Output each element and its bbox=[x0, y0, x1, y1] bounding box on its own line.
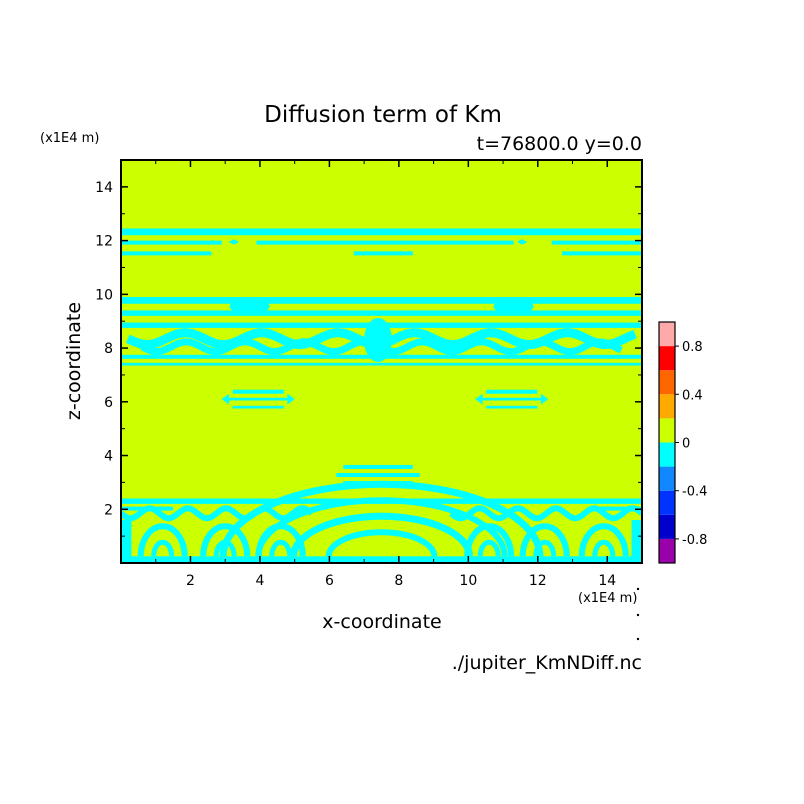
colorbar-swatch bbox=[659, 418, 675, 443]
bottom-cell bbox=[151, 539, 175, 557]
x-axis-label: x-coordinate bbox=[322, 611, 441, 633]
bottom-band bbox=[589, 506, 642, 511]
bottom-cell bbox=[578, 523, 629, 557]
colorbar-swatch bbox=[659, 490, 675, 515]
bottom-dome bbox=[325, 529, 438, 557]
y-tick-label: 14 bbox=[95, 180, 113, 196]
dome-band bbox=[343, 464, 413, 469]
colorbar-tick-label: 0 bbox=[682, 437, 690, 452]
colorbar-swatch bbox=[659, 322, 675, 347]
x-tick-label: 6 bbox=[325, 573, 334, 589]
middle-band bbox=[121, 362, 642, 366]
lens-band bbox=[478, 397, 545, 401]
colorbar-tick-label: 0.4 bbox=[682, 388, 703, 403]
x-tick-label: 8 bbox=[394, 573, 403, 589]
colorbar-tick-label: -0.4 bbox=[682, 485, 707, 500]
lens-band bbox=[232, 405, 284, 409]
bottom-cell bbox=[200, 523, 251, 557]
middle-band bbox=[121, 310, 642, 316]
x-tick-label: 12 bbox=[529, 573, 547, 589]
bottom-cell bbox=[533, 539, 557, 557]
colorbar: 0.8 0.4 0 -0.4 -0.8 bbox=[658, 321, 707, 564]
lens-band bbox=[225, 397, 292, 401]
bottom-cell bbox=[213, 539, 237, 557]
upper-band bbox=[121, 251, 212, 256]
y-tick-label: 12 bbox=[95, 234, 113, 250]
chart-title: Diffusion term of Km bbox=[264, 102, 502, 128]
colorbar-swatch bbox=[659, 466, 675, 491]
upper-band bbox=[551, 240, 642, 245]
x-tick-label: 14 bbox=[598, 573, 616, 589]
x-tick-label: 10 bbox=[459, 573, 477, 589]
lens-band bbox=[486, 405, 538, 409]
colorbar-swatch bbox=[659, 346, 675, 371]
middle-blob bbox=[364, 318, 393, 363]
y-tick-label: 10 bbox=[95, 287, 113, 303]
bottom-dome bbox=[219, 480, 544, 557]
x-tick-label: 4 bbox=[255, 573, 264, 589]
unit-dots bbox=[636, 587, 640, 641]
dot-mark bbox=[636, 587, 640, 591]
lens-tip bbox=[475, 393, 483, 405]
upper-diamond bbox=[228, 239, 240, 245]
upper-band bbox=[353, 251, 413, 256]
upper-diamond bbox=[516, 239, 528, 245]
lens-tip bbox=[540, 393, 549, 405]
middle-band bbox=[121, 297, 642, 304]
chart-subtitle: t=76800.0 y=0.0 bbox=[477, 133, 642, 155]
bottom-cell bbox=[592, 539, 616, 557]
upper-band bbox=[121, 240, 222, 245]
upper-band bbox=[256, 240, 514, 245]
colorbar-tick-label: -0.8 bbox=[682, 533, 707, 548]
bottom-wave bbox=[121, 505, 314, 522]
colorbar-swatch bbox=[659, 442, 675, 467]
field-pattern bbox=[121, 228, 642, 563]
bottom-band bbox=[121, 520, 132, 563]
bottom-cell bbox=[477, 539, 501, 557]
middle-blob bbox=[493, 298, 534, 315]
colorbar-swatch bbox=[659, 394, 675, 419]
bottom-band bbox=[631, 520, 642, 563]
upper-band bbox=[562, 251, 642, 256]
dot-mark bbox=[636, 637, 640, 641]
bottom-cell bbox=[269, 539, 293, 557]
colorbar-swatch bbox=[659, 514, 675, 539]
y-axis-label: z-coordinate bbox=[63, 302, 85, 420]
plot-area: 2 4 6 8 10 12 14 2 4 6 8 10 12 14 bbox=[95, 159, 643, 589]
y-tick-label: 8 bbox=[104, 341, 113, 357]
x-unit-label: (x1E4 m) bbox=[578, 591, 637, 606]
lens-band bbox=[232, 389, 284, 394]
bottom-dome bbox=[290, 512, 473, 557]
lens-band bbox=[486, 389, 538, 394]
bottom-cell bbox=[137, 523, 188, 557]
field-background bbox=[121, 160, 642, 563]
axis-ticks: 2 4 6 8 10 12 14 2 4 6 8 10 12 14 bbox=[95, 159, 643, 589]
dome-band bbox=[336, 472, 420, 478]
dot-mark bbox=[636, 613, 640, 617]
bottom-wave bbox=[449, 505, 642, 522]
lens-tip bbox=[221, 393, 230, 405]
bottom-cell bbox=[519, 523, 570, 557]
y-tick-label: 4 bbox=[104, 449, 113, 465]
source-file: ./jupiter_KmNDiff.nc bbox=[452, 652, 642, 674]
colorbar-swatch bbox=[659, 538, 675, 563]
colorbar-swatch bbox=[659, 370, 675, 395]
bottom-band bbox=[121, 556, 642, 563]
y-tick-label: 2 bbox=[104, 502, 113, 518]
middle-blob bbox=[229, 298, 270, 315]
lens-tip bbox=[287, 393, 295, 405]
upper-band bbox=[121, 228, 642, 236]
bottom-cell bbox=[464, 523, 515, 557]
y-tick-label: 6 bbox=[104, 395, 113, 411]
plot-frame bbox=[120, 159, 643, 564]
bottom-cell bbox=[255, 523, 306, 557]
x-tick-label: 2 bbox=[186, 573, 195, 589]
colorbar-tick-label: 0.8 bbox=[682, 340, 703, 355]
y-unit-label: (x1E4 m) bbox=[40, 131, 99, 146]
